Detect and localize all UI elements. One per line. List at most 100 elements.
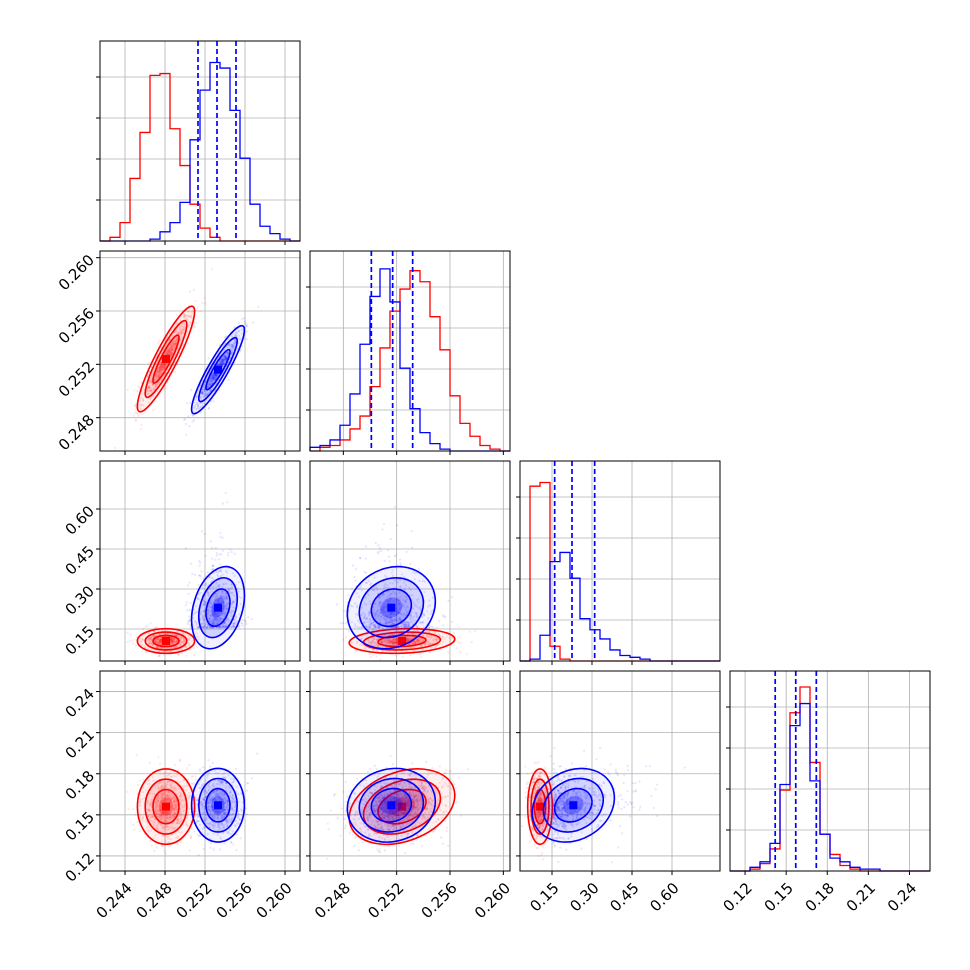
scatter-point [173, 340, 176, 343]
scatter-point [165, 350, 168, 353]
scatter-point [412, 607, 415, 610]
scatter-point [223, 598, 226, 601]
scatter-point [188, 615, 191, 618]
scatter-point [414, 611, 417, 615]
scatter-point [157, 800, 160, 803]
scatter-point [139, 428, 142, 431]
scatter-point [383, 586, 386, 589]
scatter-point [165, 352, 168, 355]
scatter-point [211, 375, 215, 378]
scatter-point [364, 647, 368, 650]
scatter-point [239, 349, 242, 352]
scatter-point [198, 564, 201, 568]
scatter-point [209, 626, 212, 629]
scatter-point [208, 626, 211, 629]
scatter-point [185, 821, 188, 824]
scatter-point [188, 623, 192, 627]
scatter-point [221, 583, 224, 586]
scatter-point [374, 612, 377, 615]
scatter-point [141, 798, 144, 801]
scatter-point [175, 775, 178, 778]
scatter-point [160, 646, 163, 650]
scatter-point [146, 639, 149, 642]
scatter-point [408, 642, 411, 646]
scatter-point [238, 330, 241, 333]
scatter-point [132, 828, 136, 831]
scatter-point [370, 622, 373, 625]
scatter-point [357, 588, 360, 591]
scatter-point [398, 602, 401, 606]
scatter-point [232, 600, 235, 603]
scatter-point [159, 830, 162, 833]
scatter-point [194, 612, 197, 615]
scatter-point [169, 637, 172, 640]
scatter-point [402, 622, 405, 626]
scatter-point [206, 612, 210, 615]
scatter-point [216, 612, 219, 616]
scatter-point [232, 344, 235, 347]
scatter-point [395, 641, 398, 644]
scatter-point [233, 344, 236, 347]
scatter-point [220, 596, 223, 599]
scatter-point [168, 338, 171, 342]
scatter-point [371, 588, 374, 592]
scatter-point [213, 611, 216, 614]
scatter-point [418, 639, 421, 642]
scatter-point [160, 785, 163, 789]
scatter-point [176, 314, 179, 317]
scatter-point [426, 610, 429, 613]
scatter-point [387, 587, 390, 590]
scatter-point [148, 639, 151, 642]
scatter-point [364, 557, 367, 560]
scatter-point [147, 632, 150, 635]
scatter-point [150, 789, 153, 792]
scatter-point [229, 548, 232, 551]
scatter-point [435, 638, 438, 641]
scatter-point [226, 594, 229, 597]
scatter-point [223, 611, 226, 615]
scatter-point [435, 640, 438, 643]
scatter-point [378, 605, 381, 608]
scatter-point [197, 626, 200, 629]
scatter-point [161, 366, 164, 369]
scatter-point [384, 623, 387, 626]
scatter-point [396, 641, 399, 644]
scatter-point [220, 613, 223, 616]
scatter-point [381, 626, 384, 629]
scatter-point [210, 383, 213, 386]
scatter-point [156, 638, 159, 641]
scatter-point [159, 809, 162, 813]
scatter-point [217, 601, 220, 604]
scatter-point [211, 557, 214, 560]
scatter-point [148, 818, 152, 821]
scatter-point [181, 336, 184, 339]
scatter-point [155, 646, 158, 649]
scatter-panel-3-2 [306, 460, 511, 665]
scatter-point [403, 625, 406, 628]
scatter-point [212, 619, 215, 622]
scatter-point [170, 641, 173, 644]
scatter-point [210, 568, 213, 571]
scatter-point [423, 643, 427, 646]
scatter-point [450, 637, 453, 640]
scatter-point [381, 640, 384, 643]
scatter-point [241, 317, 244, 320]
scatter-point [430, 636, 433, 639]
scatter-point [214, 618, 217, 621]
scatter-point [359, 586, 362, 590]
scatter-point [164, 835, 167, 838]
scatter-point [154, 626, 158, 629]
scatter-point [222, 601, 225, 604]
scatter-point [219, 569, 222, 573]
scatter-point [202, 390, 205, 393]
scatter-point [180, 334, 183, 337]
scatter-point [182, 639, 185, 642]
scatter-point [350, 641, 353, 644]
scatter-point [361, 644, 364, 647]
scatter-point [170, 797, 173, 801]
scatter-point [199, 575, 203, 578]
scatter-point [389, 616, 392, 620]
scatter-point [220, 567, 223, 570]
scatter-point [173, 809, 176, 812]
scatter-point [181, 328, 184, 331]
